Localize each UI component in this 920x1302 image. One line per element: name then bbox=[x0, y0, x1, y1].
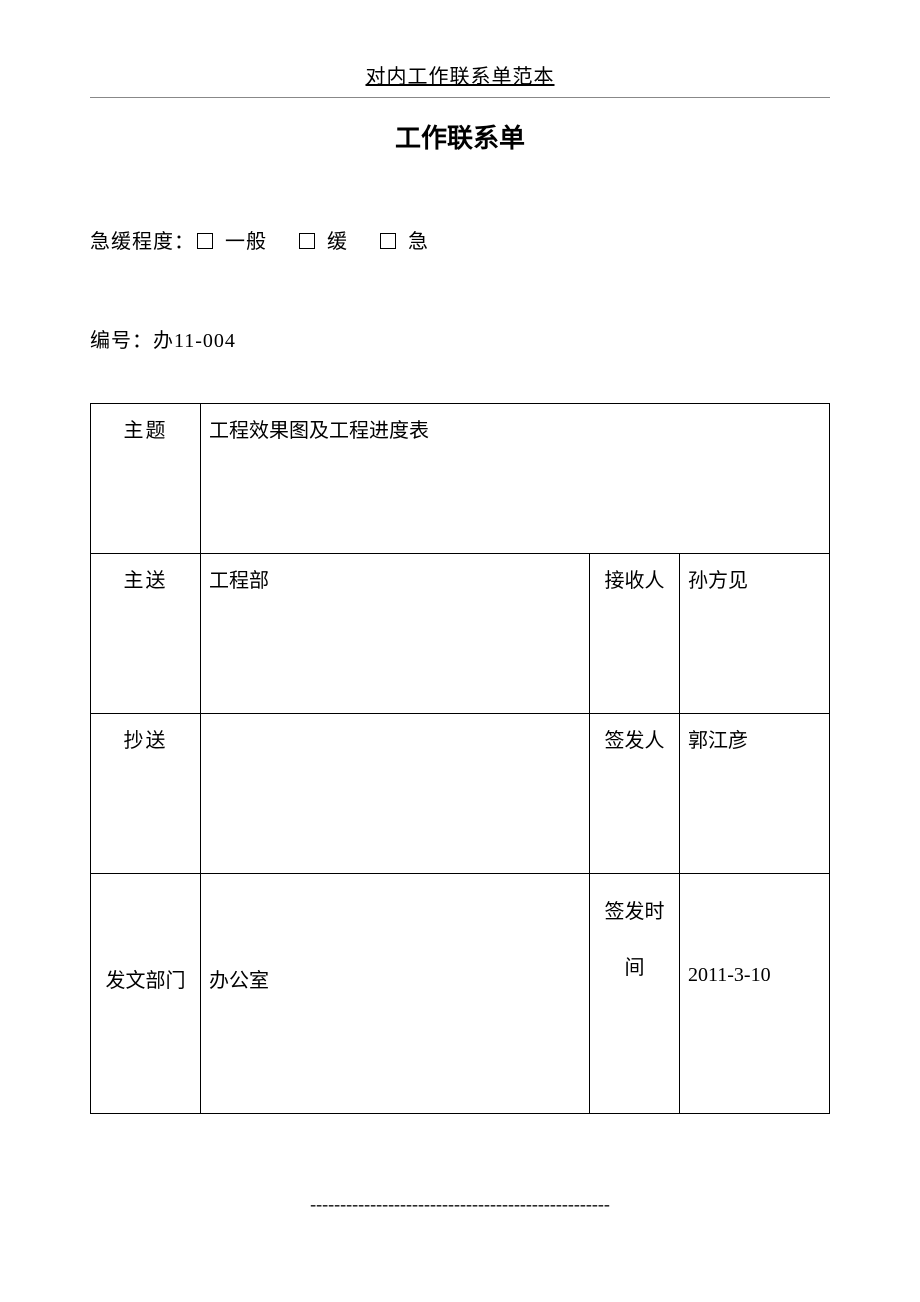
dept-label: 发文部门 bbox=[91, 874, 201, 1114]
topic-label: 主题 bbox=[91, 404, 201, 554]
urgency-option-0: 一般 bbox=[225, 231, 267, 253]
receiver-value: 孙方见 bbox=[680, 554, 830, 714]
checkbox-urgent[interactable] bbox=[380, 233, 396, 249]
urgency-option-1: 缓 bbox=[327, 231, 348, 253]
sign-time-label: 签发时 间 bbox=[590, 874, 680, 1114]
signer-value: 郭江彦 bbox=[680, 714, 830, 874]
serial-label: 编号： bbox=[90, 330, 153, 352]
send-to-value: 工程部 bbox=[201, 554, 590, 714]
sign-time-label-2: 间 bbox=[598, 940, 671, 996]
sign-time-label-1: 签发时 bbox=[598, 884, 671, 940]
checkbox-slow[interactable] bbox=[299, 233, 315, 249]
table-row-sendto: 主送 工程部 接收人 孙方见 bbox=[91, 554, 830, 714]
serial-line: 编号：办11-004 bbox=[90, 324, 830, 353]
header-divider bbox=[90, 97, 830, 98]
table-row-cc: 抄送 签发人 郭江彦 bbox=[91, 714, 830, 874]
cc-value bbox=[201, 714, 590, 874]
sign-time-value: 2011-3-10 bbox=[680, 874, 830, 1114]
signer-label: 签发人 bbox=[590, 714, 680, 874]
urgency-line: 急缓程度： 一般 缓 急 bbox=[90, 225, 830, 254]
urgency-label: 急缓程度： bbox=[90, 231, 195, 253]
topic-value: 工程效果图及工程进度表 bbox=[201, 404, 830, 554]
urgency-option-2: 急 bbox=[408, 231, 429, 253]
form-table: 主题 工程效果图及工程进度表 主送 工程部 接收人 孙方见 抄送 签发人 郭江彦… bbox=[90, 403, 830, 1114]
table-row-dept: 发文部门 办公室 签发时 间 2011-3-10 bbox=[91, 874, 830, 1114]
receiver-label: 接收人 bbox=[590, 554, 680, 714]
main-title: 工作联系单 bbox=[90, 118, 830, 155]
cc-label: 抄送 bbox=[91, 714, 201, 874]
header-subtitle: 对内工作联系单范本 bbox=[366, 66, 555, 88]
send-to-label: 主送 bbox=[91, 554, 201, 714]
table-row-topic: 主题 工程效果图及工程进度表 bbox=[91, 404, 830, 554]
serial-value: 办11-004 bbox=[153, 330, 236, 352]
footer-dashes: ----------------------------------------… bbox=[90, 1194, 830, 1215]
checkbox-normal[interactable] bbox=[197, 233, 213, 249]
page-header: 对内工作联系单范本 bbox=[90, 60, 830, 89]
dept-value: 办公室 bbox=[201, 874, 590, 1114]
